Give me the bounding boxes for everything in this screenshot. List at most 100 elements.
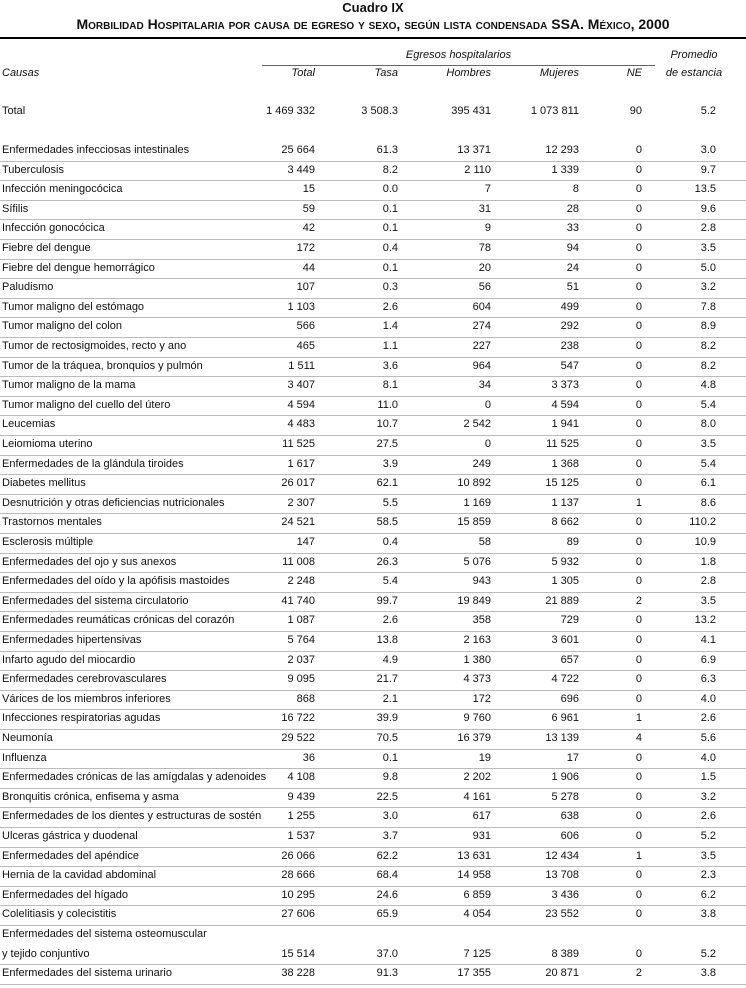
cause: Infección gonocócica [2, 222, 105, 235]
value-cell: 0 [635, 183, 642, 196]
value-cell: 0.1 [382, 202, 398, 215]
total-cell: 90 [629, 105, 642, 117]
value-cell: 8 [572, 183, 579, 196]
value-cell: 13.5 [694, 183, 716, 196]
row-divider [0, 788, 746, 789]
row-divider [0, 161, 746, 162]
value-cell: 20 871 [545, 967, 579, 980]
value-cell: 0 [635, 614, 642, 627]
group-header: Egresos hospitalarios [405, 49, 512, 61]
value-cell: 0.4 [382, 536, 398, 548]
cause: Infecciones respiratorias agudas [2, 712, 161, 725]
value-cell: 9 760 [463, 712, 491, 725]
value-cell: 12 434 [545, 849, 579, 862]
row-divider [0, 239, 746, 240]
value-cell: 465 [296, 340, 315, 352]
value-cell: 9 [484, 222, 491, 235]
value-cell: 0 [635, 320, 642, 333]
cause: Tumor de rectosigmoides, recto y ano [2, 340, 187, 352]
value-cell: 61.3 [376, 144, 398, 156]
value-cell: 5.6 [700, 732, 716, 744]
value-cell: 3.0 [382, 810, 398, 823]
value-cell: 4.0 [700, 692, 716, 705]
value-cell: 11 525 [546, 438, 579, 450]
value-cell: 1 339 [551, 163, 579, 176]
value-cell: 58.5 [376, 516, 398, 529]
value-cell: 4 373 [463, 673, 491, 686]
row-divider [0, 690, 746, 691]
value-cell: 11 008 [282, 555, 315, 568]
value-cell: 28 666 [281, 869, 315, 882]
row-divider [0, 827, 746, 828]
value-cell: 0 [635, 634, 642, 646]
value-cell: 5 932 [551, 555, 579, 568]
value-cell: 4.1 [700, 634, 716, 646]
row-divider [0, 631, 746, 632]
value-cell: 9.6 [700, 202, 716, 215]
value-cell: 5 076 [463, 555, 491, 568]
column-header: Hombres [446, 67, 491, 79]
cause: Enfermedades del sistema osteomuscular y… [2, 928, 207, 960]
value-cell: 0 [635, 163, 642, 176]
value-cell: 36 [302, 751, 315, 764]
row-divider [0, 317, 746, 318]
value-cell: 0 [635, 398, 642, 411]
row-divider [0, 494, 746, 495]
cause: Influenza [2, 751, 47, 764]
value-cell: 34 [478, 379, 491, 392]
total-cell: 3 508.3 [361, 105, 398, 117]
value-cell: 91.3 [376, 967, 398, 980]
value-cell: 0 [635, 144, 642, 156]
value-cell: 11.0 [377, 398, 398, 411]
row-divider [0, 807, 746, 808]
value-cell: 13 631 [457, 849, 491, 862]
value-cell: 3.7 [382, 830, 398, 842]
value-cell: 28 [566, 202, 579, 215]
cause: Tumor de la tráquea, bronquios y pulmón [2, 359, 203, 372]
value-cell: 1 380 [463, 653, 491, 666]
value-cell: 8.6 [700, 496, 716, 509]
value-cell: 56 [478, 281, 491, 294]
value-cell: 26.3 [376, 555, 398, 568]
column-header: NE [626, 67, 642, 79]
value-cell: 22.5 [376, 790, 398, 803]
row-divider [0, 592, 746, 593]
cause: Enfermedades infecciosas intestinales [2, 144, 190, 156]
value-cell: 39.9 [376, 712, 398, 725]
cause: Enfermedades de los dientes y estructura… [2, 810, 262, 823]
value-cell: 6 859 [463, 888, 491, 901]
value-cell: 3 601 [551, 634, 579, 646]
value-cell: 9.7 [700, 163, 716, 176]
value-cell: 26 017 [281, 477, 315, 490]
value-cell: 1 305 [551, 575, 579, 588]
value-cell: 1 368 [551, 457, 579, 470]
value-cell: 6.3 [700, 673, 716, 686]
value-cell: 0.3 [382, 281, 398, 294]
value-cell: 0 [635, 555, 642, 568]
cause: Tumor maligno del estómago [2, 300, 145, 313]
value-cell: 1.8 [700, 555, 716, 568]
value-cell: 0 [635, 888, 642, 901]
value-cell: 2 307 [287, 496, 315, 509]
row-divider [0, 357, 746, 358]
cause: Leiomioma uterino [2, 438, 93, 450]
row-divider [0, 259, 746, 260]
value-cell: 274 [472, 320, 491, 333]
value-cell: 8.9 [700, 320, 716, 333]
total-cell: 395 431 [451, 105, 491, 117]
value-cell: 5.4 [700, 398, 716, 411]
value-cell: 0 [635, 810, 642, 823]
row-divider [0, 435, 746, 436]
subtitle: Morbilidad Hospitalaria por causa de egr… [76, 16, 670, 32]
value-cell: 3.2 [700, 281, 716, 294]
row-divider [0, 180, 746, 181]
value-cell: 0.1 [382, 261, 398, 274]
value-cell: 2 248 [287, 575, 315, 588]
value-cell: 5 764 [287, 634, 315, 646]
cause: Tumor maligno del colon [2, 320, 123, 333]
value-cell: 547 [560, 359, 579, 372]
row-divider [0, 572, 746, 573]
column-header: Tasa [374, 67, 398, 79]
value-cell: 9.8 [382, 771, 398, 784]
row-divider [0, 533, 746, 534]
